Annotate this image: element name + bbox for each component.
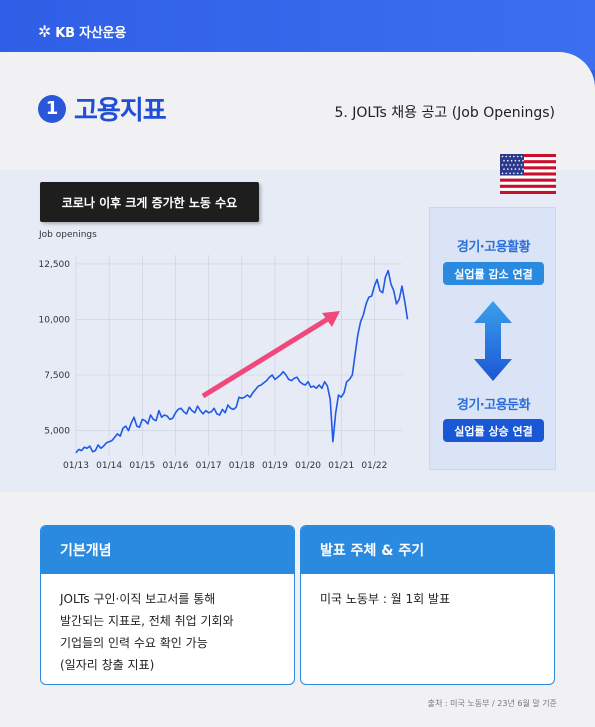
release-body: 미국 노동부 : 월 1회 발표	[320, 592, 451, 606]
boom-label: 경기·고용활황	[456, 240, 531, 255]
kb-star-icon: ✲	[38, 22, 52, 41]
x-tick-label: 01/20	[295, 461, 321, 470]
source-note: 출처 : 미국 노동부 / 23년 6월 말 기준	[427, 699, 557, 708]
x-tick-label: 01/22	[361, 461, 387, 470]
y-tick-label: 7,500	[44, 371, 70, 381]
y-tick-label: 10,000	[39, 315, 71, 325]
x-tick-label: 01/14	[96, 461, 122, 470]
x-tick-label: 01/21	[328, 461, 354, 470]
concept-title: 기본개념	[41, 526, 294, 574]
x-tick-label: 01/13	[63, 461, 89, 470]
y-tick-label: 12,500	[39, 260, 71, 270]
trend-arrow-head	[322, 311, 340, 327]
up-down-arrow-icon	[474, 301, 512, 381]
slowdown-label: 경기·고용둔화	[456, 398, 531, 413]
section-title: 1 고용지표	[38, 90, 167, 127]
page-subtitle: 5. JOLTs 채용 공고 (Job Openings)	[334, 105, 555, 121]
concept-body: JOLTs 구인·이직 보고서를 통해 발간되는 지표로, 전체 취업 기회와 …	[41, 574, 294, 684]
page-title: 고용지표	[74, 96, 167, 126]
chart-callout: 코로나 이후 크게 증가한 노동 수요	[40, 182, 259, 222]
x-tick-label: 01/16	[162, 461, 188, 470]
series-line	[75, 269, 409, 454]
x-tick-label: 01/19	[262, 461, 288, 470]
concept-line: JOLTs 구인·이직 보고서를 통해	[60, 592, 216, 606]
y-axis-label: Job openings	[38, 230, 97, 240]
concept-box: 기본개념 JOLTs 구인·이직 보고서를 통해 발간되는 지표로, 전체 취업…	[40, 525, 295, 685]
unemployment-down-pill: 실업률 감소 연결	[443, 262, 544, 285]
brand-logo: ✲ KB 자산운용	[38, 22, 126, 41]
release-title: 발표 주체 & 주기	[301, 526, 554, 574]
concept-line: 발간되는 지표로, 전체 취업 기회와	[60, 614, 234, 628]
release-box: 발표 주체 & 주기 미국 노동부 : 월 1회 발표	[300, 525, 555, 685]
concept-line: (일자리 창출 지표)	[60, 658, 155, 672]
concept-line: 기업들의 인력 수요 확인 가능	[60, 636, 208, 650]
us-flag-icon	[500, 154, 556, 194]
content-card: 1 고용지표 5. JOLTs 채용 공고 (Job Openings) 코로나…	[0, 52, 595, 727]
trend-arrow-icon	[201, 314, 333, 399]
x-tick-label: 01/17	[196, 461, 222, 470]
x-tick-label: 01/15	[129, 461, 155, 470]
unemployment-up-pill: 실업률 상승 연결	[443, 419, 544, 442]
brand-name: KB 자산운용	[55, 26, 127, 41]
x-tick-label: 01/18	[229, 461, 255, 470]
section-number-badge: 1	[38, 94, 66, 123]
job-openings-chart: Job openings 5,000 7,500 10,000 12,500 01/13 0…	[38, 230, 409, 470]
economy-side-panel: 경기·고용활황 실업률 감소 연결 경기·고용둔화 실업률 상승 연결	[429, 207, 556, 470]
y-tick-label: 5,000	[44, 427, 70, 437]
